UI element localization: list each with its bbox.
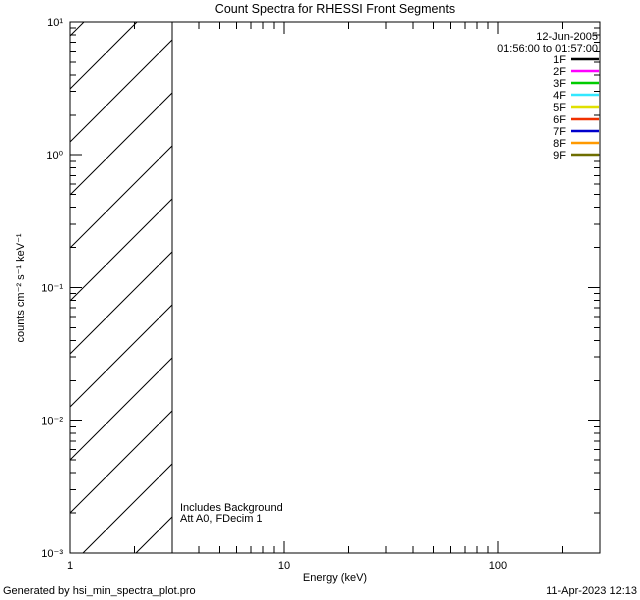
legend-label: 8F: [553, 138, 566, 150]
x-axis-label: Energy (keV): [303, 572, 367, 584]
plot-underlayer: [70, 22, 173, 553]
legend-label: 4F: [553, 90, 566, 102]
legend-label: 2F: [553, 66, 566, 78]
annotation-includes-background: Includes Background: [180, 502, 283, 514]
y-tick-label: 10⁻¹: [41, 283, 63, 295]
legend-label: 9F: [553, 150, 566, 162]
chart-title: Count Spectra for RHESSI Front Segments: [215, 2, 455, 16]
y-tick-label: 10⁰: [46, 150, 63, 162]
x-tick-label: 100: [489, 560, 507, 572]
x-tick-label: 1: [67, 560, 73, 572]
legend-label: 3F: [553, 78, 566, 90]
legend-label: 6F: [553, 114, 566, 126]
legend-date: 12-Jun-2005: [536, 31, 598, 43]
footer-generated-by: Generated by hsi_min_spectra_plot.pro: [3, 585, 196, 597]
axis-ticks: [69, 21, 600, 554]
plot-overlayer: 1 10 100 10⁻³ 10⁻² 10⁻¹ 10⁰ 10¹ 1F2F3F4F5F6F7F8F…: [41, 17, 600, 572]
hatched-region: [70, 22, 173, 553]
legend-time-range: 01:56:00 to 01:57:00: [497, 43, 598, 55]
y-tick-label: 10⁻³: [41, 548, 63, 560]
y-tick-label: 10⁻²: [41, 415, 63, 427]
y-axis-label: counts cm⁻² s⁻¹ keV⁻¹: [15, 233, 27, 342]
x-tick-label: 10: [278, 560, 290, 572]
y-tick-label: 10¹: [47, 17, 63, 29]
legend-label: 7F: [553, 126, 566, 138]
legend-label: 5F: [553, 102, 566, 114]
footer-timestamp: 11-Apr-2023 12:13: [546, 585, 637, 597]
annotation-attenuator-state: Att A0, FDecim 1: [180, 513, 263, 525]
legend-label: 1F: [553, 54, 566, 66]
